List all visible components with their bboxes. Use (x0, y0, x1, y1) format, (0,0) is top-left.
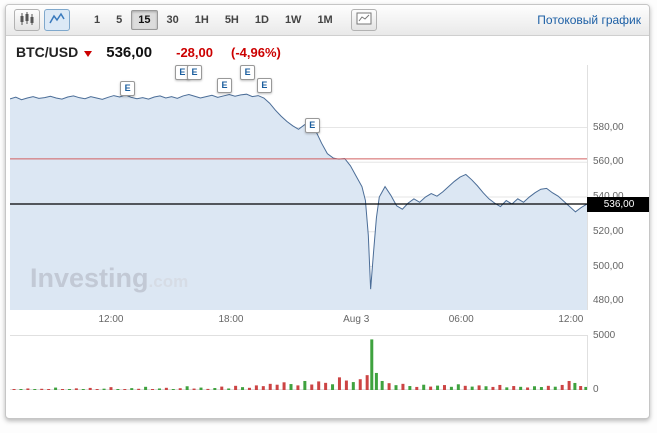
candlestick-chart-button[interactable] (14, 9, 40, 31)
line-chart-icon (49, 12, 65, 29)
price-axis-label: 560,00 (593, 156, 624, 168)
price-axis-label: 500,00 (593, 260, 624, 272)
chart-toolbar: 1 5 15 30 1H 5H 1D 1W 1M Потоковый график (6, 5, 649, 36)
timeframe-button-1H[interactable]: 1H (188, 10, 216, 30)
indicators-button[interactable] (350, 9, 377, 31)
time-axis-label: 12:00 (558, 314, 584, 325)
price-down-arrow-icon (84, 50, 93, 57)
time-axis: 12:00 18:00 Aug 3 06:00 12:00 (10, 314, 587, 328)
price-axis-label: 480,00 (593, 295, 624, 307)
chart-widget: 1 5 15 30 1H 5H 1D 1W 1M Потоковый график BTC/US… (5, 4, 650, 419)
price-axis-label: 580,00 (593, 121, 624, 133)
volume-chart[interactable] (10, 335, 588, 390)
time-axis-label: Aug 3 (343, 314, 370, 325)
price-change-percent: (-4,96%) (231, 44, 281, 60)
volume-axis-label: 5000 (593, 329, 616, 341)
timeframe-group: 1 5 15 30 1H 5H 1D 1W 1M (86, 10, 341, 30)
event-marker[interactable]: E (187, 65, 203, 81)
volume-axis-label: 0 (593, 383, 599, 395)
time-axis-label: 06:00 (448, 314, 474, 325)
timeframe-button-30[interactable]: 30 (160, 10, 186, 30)
candlestick-icon (19, 11, 35, 29)
timeframe-button-1W[interactable]: 1W (278, 10, 309, 30)
line-chart-button[interactable] (44, 9, 70, 31)
mini-chart-icon (356, 12, 372, 28)
timeframe-button-5[interactable]: 5 (109, 10, 129, 30)
time-axis-label: 12:00 (98, 314, 124, 325)
timeframe-button-5H[interactable]: 5H (218, 10, 246, 30)
symbol-label: BTC/USD (16, 44, 79, 60)
event-marker[interactable]: E (240, 65, 256, 81)
event-marker[interactable]: E (217, 77, 233, 93)
time-axis-label: 18:00 (218, 314, 244, 325)
event-marker[interactable]: E (120, 81, 136, 97)
instrument-header: BTC/USD 536,00 -28,00 (-4,96%) (16, 42, 281, 62)
event-marker[interactable]: E (256, 77, 272, 93)
event-marker[interactable]: E (304, 118, 320, 134)
timeframe-button-1M[interactable]: 1M (310, 10, 339, 30)
last-price-tag: 536,00 (587, 196, 649, 212)
last-price-tag-label: 536,00 (603, 198, 635, 210)
volume-chart-canvas (10, 335, 587, 390)
timeframe-button-15[interactable]: 15 (131, 10, 158, 30)
price-change: -28,00 (176, 44, 213, 60)
price-axis-label: 520,00 (593, 225, 624, 237)
last-price: 536,00 (106, 43, 153, 61)
timeframe-button-1D[interactable]: 1D (248, 10, 276, 30)
volume-axis: 5000 0 (593, 330, 648, 395)
streaming-chart-link[interactable]: Потоковый график (537, 13, 641, 27)
timeframe-button-1[interactable]: 1 (87, 10, 107, 30)
